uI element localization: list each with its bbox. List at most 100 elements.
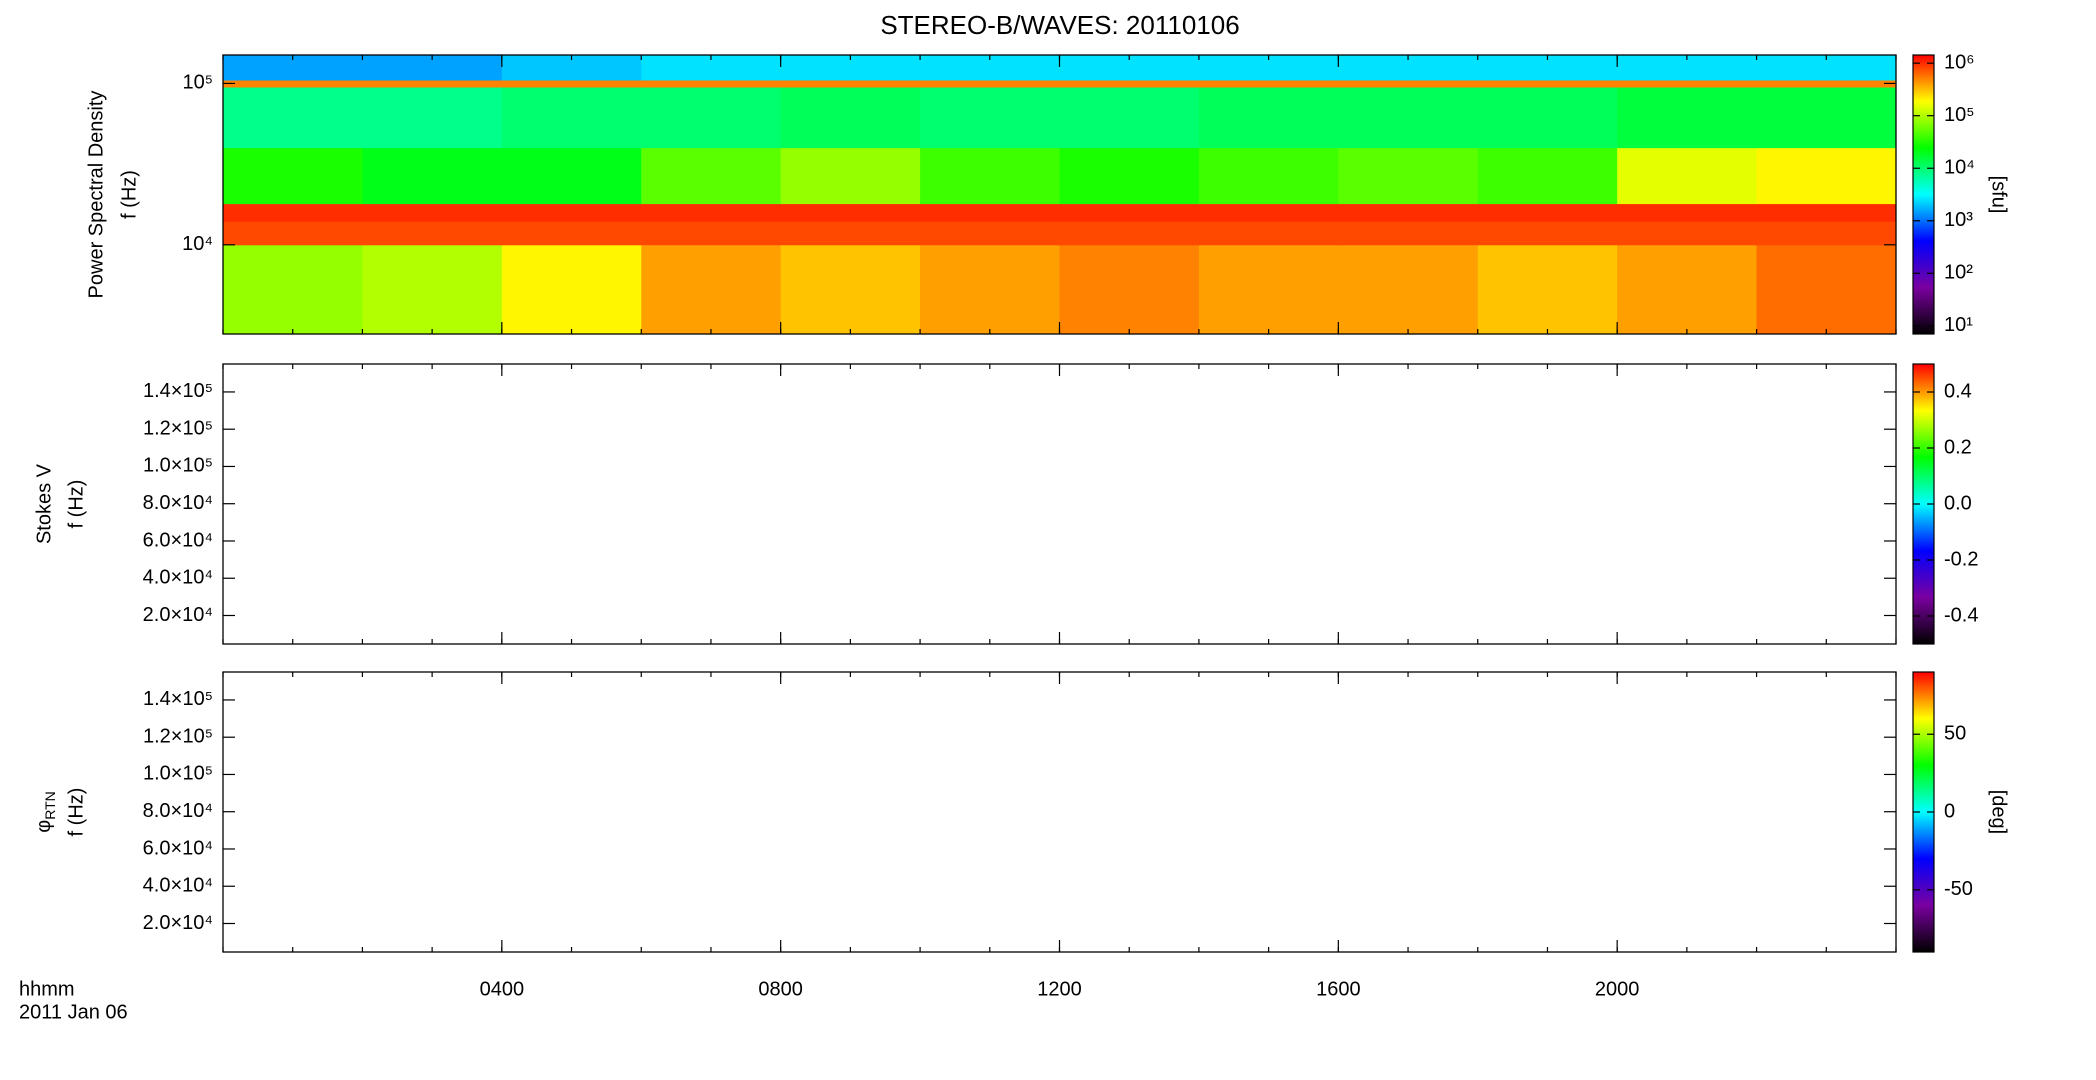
- spectrogram-cell: [501, 147, 642, 205]
- plot-frame: [222, 671, 1897, 953]
- spectrogram-cell: [1059, 87, 1200, 149]
- spectrogram-cell: [223, 221, 363, 246]
- y-axis-label: f (Hz): [118, 170, 140, 219]
- spectrogram-cell: [1756, 203, 1897, 222]
- spectrogram-cell: [1617, 221, 1758, 246]
- spectrogram-cell: [1338, 244, 1479, 335]
- spectrogram-cell: [1198, 203, 1339, 222]
- spectrogram-cell: [1756, 221, 1897, 246]
- spectrogram-cell: [1059, 147, 1200, 205]
- spectrogram-cell: [1756, 147, 1897, 205]
- y-tick-label: 4.0×10⁴: [143, 875, 213, 897]
- y-axis-label: Power Spectral Density: [85, 91, 107, 299]
- spectrogram-cell: [1477, 147, 1618, 205]
- colorbar-tick-label: 10⁵: [1944, 104, 1975, 126]
- spectrogram-cell: [920, 79, 1060, 88]
- spectrogram-cell: [501, 79, 642, 88]
- spectrogram-cell: [1477, 244, 1618, 335]
- spectrogram-cell: [362, 87, 503, 149]
- spectrogram-cell: [641, 244, 782, 335]
- spectrogram-cell: [223, 147, 363, 205]
- y-tick-label: 2.0×10⁴: [143, 912, 213, 934]
- colorbar-tick-label: 10³: [1944, 209, 1973, 231]
- spectrogram-cell: [780, 203, 921, 222]
- y-axis-label: Stokes V: [33, 463, 55, 544]
- y-tick-label: 2.0×10⁴: [143, 604, 213, 626]
- spectrogram-cell: [1059, 221, 1200, 246]
- spectrogram-cell: [780, 79, 921, 88]
- spectrogram-cell: [1338, 221, 1479, 246]
- x-tick-label: 1600: [1316, 978, 1361, 1000]
- spectrogram-cell: [1756, 87, 1897, 149]
- colorbar-tick-label: -0.4: [1944, 604, 1978, 626]
- y-axis-label: φRTN: [33, 791, 57, 833]
- spectrogram-cell: [223, 79, 363, 88]
- spectrogram-cell: [501, 244, 642, 335]
- spectrogram-cell: [1477, 87, 1618, 149]
- colorbar-tick-label: 10⁴: [1944, 157, 1975, 179]
- spectrogram-cell: [362, 203, 503, 222]
- y-axis-label: f (Hz): [65, 788, 87, 837]
- colorbar-tick-label: 0: [1944, 800, 1955, 822]
- spectrogram-cell: [1617, 244, 1758, 335]
- spectrogram-cell: [780, 87, 921, 149]
- spectrogram-cell: [362, 79, 503, 88]
- colorbar-tick-label: 0.2: [1944, 436, 1972, 458]
- colorbar-label: [deg]: [1988, 790, 2010, 834]
- colorbar-tick-label: -0.2: [1944, 548, 1978, 570]
- colorbar-tick-label: 10⁶: [1944, 51, 1974, 73]
- time-label: hhmm: [19, 978, 75, 1000]
- spectrogram-cell: [362, 221, 503, 246]
- spectrogram-cell: [780, 244, 921, 335]
- spectrogram-cell: [1477, 221, 1618, 246]
- spectrogram-cell: [1198, 79, 1339, 88]
- spectrogram-cell: [1617, 79, 1758, 88]
- spectrogram-cell: [1756, 79, 1897, 88]
- spectrogram-cell: [1198, 87, 1339, 149]
- spectrogram-cell: [362, 147, 503, 205]
- colorbar: [1912, 54, 1935, 335]
- spectrogram-cell: [641, 79, 782, 88]
- colorbar-tick-label: 10¹: [1944, 314, 1973, 336]
- y-axis-label: f (Hz): [65, 480, 87, 529]
- spectrogram-cell: [920, 203, 1060, 222]
- colorbar-label: [sfu]: [1988, 176, 2010, 214]
- spectrogram-cell: [1617, 87, 1758, 149]
- y-tick-label: 6.0×10⁴: [143, 529, 213, 551]
- y-tick-label: 8.0×10⁴: [143, 800, 213, 822]
- spectrogram-cell: [1059, 203, 1200, 222]
- y-tick-label: 1.2×10⁵: [143, 417, 213, 439]
- colorbar-tick-label: -50: [1944, 878, 1973, 900]
- spectrogram-cell: [1338, 79, 1479, 88]
- spectrogram-cell: [1059, 79, 1200, 88]
- date-label: 2011 Jan 06: [19, 1001, 128, 1023]
- spectrogram-cell: [920, 87, 1060, 149]
- spectrogram-cell: [1198, 221, 1339, 246]
- spectrogram-cell: [920, 221, 1060, 246]
- spectrogram-cell: [1059, 244, 1200, 335]
- spectrogram-cell: [501, 87, 642, 149]
- y-tick-label: 4.0×10⁴: [143, 567, 213, 589]
- y-tick-label: 10⁴: [182, 233, 213, 255]
- y-tick-label: 8.0×10⁴: [143, 492, 213, 514]
- spectrogram-cell: [223, 203, 363, 222]
- spectrogram-cell: [641, 87, 782, 149]
- spectrogram-cell: [1617, 203, 1758, 222]
- spectrogram-cell: [1338, 203, 1479, 222]
- plot-frame: [222, 363, 1897, 645]
- spectrogram-cell: [641, 147, 782, 205]
- colorbar-tick-label: 0.4: [1944, 380, 1972, 402]
- spectrogram-cell: [1198, 147, 1339, 205]
- y-tick-label: 6.0×10⁴: [143, 837, 213, 859]
- y-tick-label: 1.0×10⁵: [143, 763, 213, 785]
- spectrogram-cell: [223, 87, 363, 149]
- colorbar-tick-label: 0.0: [1944, 492, 1972, 514]
- spectrogram-cell: [1198, 244, 1339, 335]
- y-axis-subscript: RTN: [42, 791, 58, 820]
- x-tick-label: 2000: [1595, 978, 1640, 1000]
- spectrogram-cell: [1477, 203, 1618, 222]
- spectrogram-cell: [1617, 147, 1758, 205]
- spectrogram-cell: [1477, 79, 1618, 88]
- spectrogram-cell: [1756, 244, 1897, 335]
